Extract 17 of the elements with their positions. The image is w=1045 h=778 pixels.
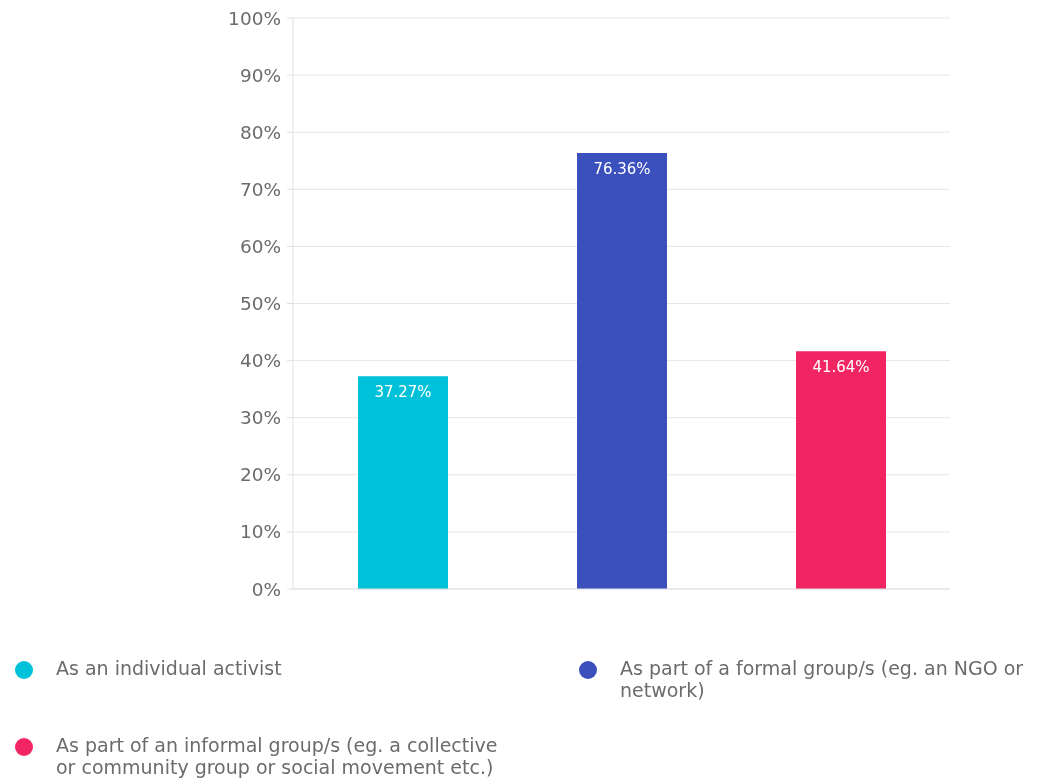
y-tick-label: 30% (239, 407, 281, 429)
legend-label: As part of a formal group/s (eg. an NGO or network) (620, 657, 1025, 701)
y-tick-label: 50% (239, 293, 281, 315)
legend-label: As an individual activist (56, 657, 283, 679)
data-label: 37.27% (374, 382, 432, 401)
data-label: 76.36% (593, 159, 651, 178)
y-tick-label: 70% (239, 178, 281, 200)
y-tick-label: 40% (239, 350, 281, 372)
data-label: 41.64% (812, 357, 870, 376)
y-tick-label: 100% (228, 7, 281, 29)
y-tick-label: 80% (239, 121, 281, 143)
y-tick-label: 20% (239, 464, 281, 486)
legend-label: As part of an informal group/s (eg. a collective or community group or social movement etc.) (56, 734, 499, 778)
y-tick-label: 0% (251, 578, 281, 600)
y-tick-label: 90% (239, 64, 281, 86)
y-tick-label: 60% (239, 235, 281, 257)
y-tick-label: 10% (239, 521, 281, 543)
